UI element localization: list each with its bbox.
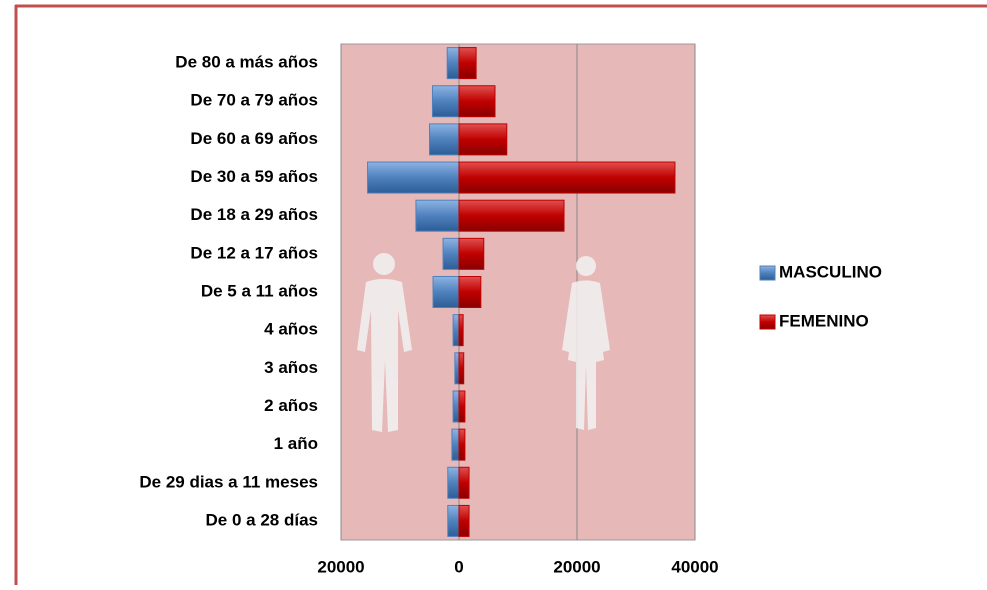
y-tick-label: 3 años	[264, 358, 318, 377]
x-tick-label: 40000	[671, 557, 718, 576]
bar	[447, 466, 460, 499]
y-tick-label: 4 años	[264, 320, 318, 339]
y-tick-label: De 30 a 59 años	[190, 167, 318, 186]
bar	[446, 47, 460, 80]
y-tick-label: De 80 a más años	[175, 53, 318, 72]
male-silhouette	[357, 253, 412, 432]
bar	[442, 237, 460, 270]
bar	[458, 85, 496, 118]
bar	[458, 466, 470, 499]
legend-swatch	[759, 314, 776, 330]
bar	[458, 352, 465, 385]
bar	[458, 314, 464, 347]
bar	[429, 123, 460, 156]
bar	[458, 504, 470, 537]
female-silhouette	[562, 256, 610, 430]
y-tick-label: De 29 dias a 11 meses	[139, 472, 318, 491]
y-tick-label: 2 años	[264, 396, 318, 415]
y-tick-label: De 0 a 28 días	[206, 510, 318, 529]
bar	[458, 199, 565, 232]
bar	[458, 428, 466, 461]
y-tick-label: De 60 a 69 años	[190, 129, 318, 148]
bar	[415, 199, 460, 232]
bar	[458, 123, 508, 156]
y-tick-label: 1 año	[274, 434, 318, 453]
legend-swatch	[759, 265, 776, 281]
y-tick-label: De 12 a 17 años	[190, 243, 318, 262]
bar	[458, 390, 466, 423]
bar	[458, 276, 482, 308]
bar	[458, 47, 477, 80]
bar	[431, 85, 460, 118]
x-tick-label: 20000	[553, 557, 600, 576]
bar	[452, 314, 460, 347]
bar	[452, 390, 460, 423]
y-tick-label: De 70 a 79 años	[190, 91, 318, 110]
legend-label: MASCULINO	[779, 262, 882, 281]
x-tick-label: 0	[454, 557, 463, 576]
bar	[367, 161, 460, 194]
legend-label: FEMENINO	[779, 311, 869, 330]
x-tick-label: 20000	[317, 557, 364, 576]
bar	[451, 428, 460, 461]
y-tick-label: De 5 a 11 años	[201, 281, 318, 300]
bar	[447, 504, 460, 537]
bar	[432, 276, 460, 308]
y-tick-label: De 18 a 29 años	[190, 205, 318, 224]
bar	[454, 352, 460, 385]
bar	[458, 161, 676, 194]
bar	[458, 237, 485, 270]
